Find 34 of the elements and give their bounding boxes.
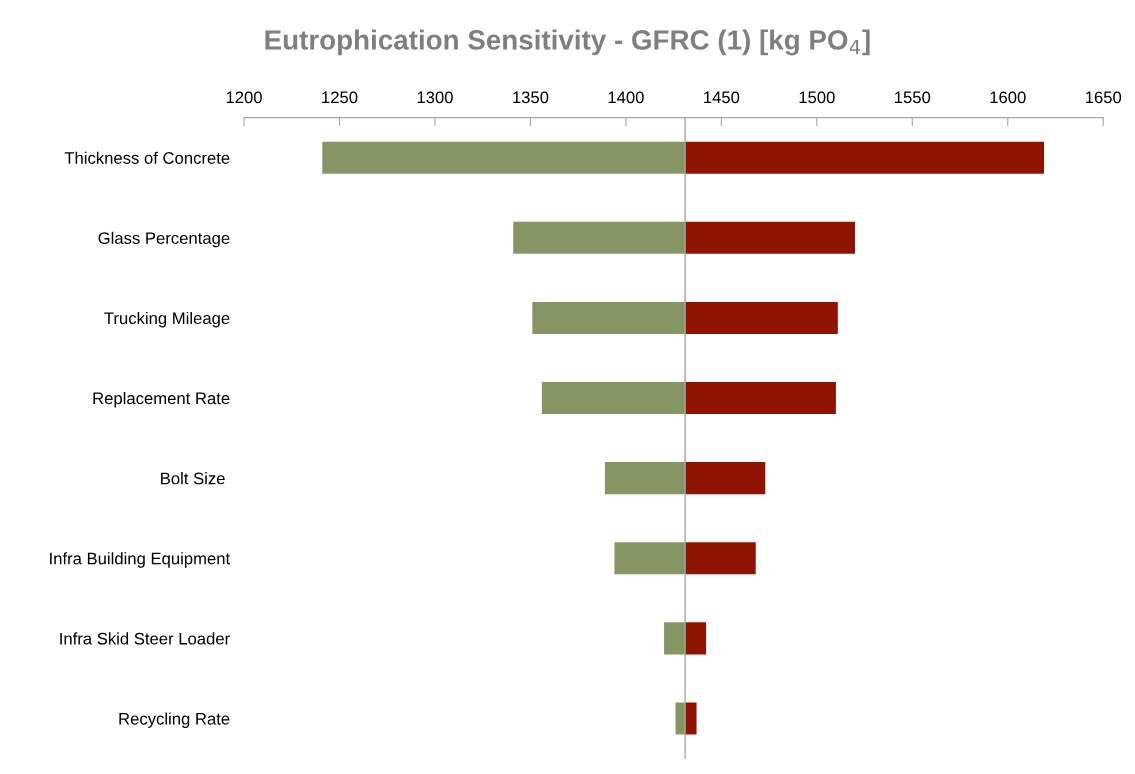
x-tick-label: 1350 xyxy=(513,91,549,104)
bar xyxy=(604,462,686,495)
bar xyxy=(685,141,1045,174)
bar xyxy=(614,542,686,575)
x-tick-label: 1550 xyxy=(895,91,931,104)
x-tick-label: 1250 xyxy=(322,91,358,104)
bar xyxy=(513,221,686,254)
bar xyxy=(541,382,686,415)
y-tick-label: Replacement Rate xyxy=(93,391,230,408)
x-tick-label: 1650 xyxy=(1085,91,1122,104)
bar xyxy=(685,542,756,575)
bar xyxy=(685,382,836,415)
bar xyxy=(685,622,707,655)
x-tick-label: 1200 xyxy=(226,91,262,104)
y-tick-label: Glass Percentage xyxy=(98,231,230,248)
x-tick-label: 1500 xyxy=(799,91,835,104)
x-tick-label: 1300 xyxy=(417,91,453,104)
bar xyxy=(532,301,686,334)
bar xyxy=(664,622,686,655)
x-tick-label: 1400 xyxy=(608,91,644,104)
y-tick-label: Trucking Mileage xyxy=(104,311,230,328)
y-tick-label: Infra Skid Steer Loader xyxy=(60,632,230,645)
chart-title: Eutrophication Sensitivity - GFRC (1) [kg PO$_{4}$] xyxy=(265,29,870,56)
x-tick-label: 1600 xyxy=(990,91,1026,104)
bar xyxy=(685,702,697,735)
bar xyxy=(685,462,766,495)
y-tick-label: Infra Building Equipment xyxy=(50,552,231,568)
y-tick-label: Recycling Rate xyxy=(119,712,230,728)
x-tick-label: 1450 xyxy=(704,91,740,104)
y-tick-label: Thickness of Concrete xyxy=(64,151,230,164)
bar xyxy=(685,221,856,254)
y-tick-label: Bolt Size xyxy=(161,472,225,485)
bar xyxy=(685,301,838,334)
bar xyxy=(322,141,686,174)
